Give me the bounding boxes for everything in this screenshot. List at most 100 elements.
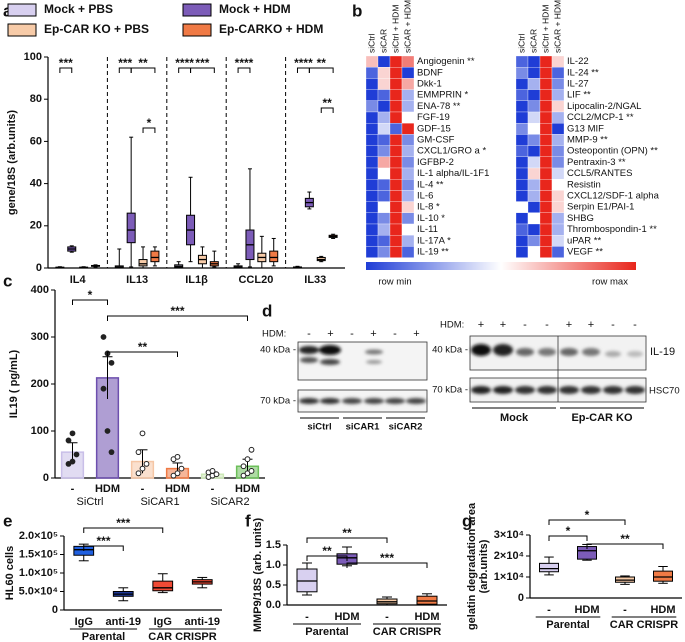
heatmap-cell: [527, 78, 541, 90]
row-label: IL-1 alpha/IL-1F1: [417, 168, 489, 179]
legend-swatch: [7, 3, 37, 17]
blot-hdm-label: HDM:: [440, 320, 464, 331]
significance-label: ****: [294, 56, 313, 70]
heatmap-cell: [377, 55, 391, 68]
data-point: [135, 449, 142, 456]
y-tick-label: 0.0: [266, 599, 281, 611]
heatmap-cell: [539, 156, 553, 169]
legend-label: row max: [592, 277, 628, 288]
heatmap-cell: [527, 111, 541, 124]
heatmap-cell: [401, 134, 415, 146]
data-point: [240, 463, 247, 470]
heatmap-cell: [539, 201, 553, 213]
row-label: IL-6: [417, 191, 433, 202]
group-label: CAR CRISPR: [148, 631, 217, 642]
row-label: CXCL1/GRO a *: [417, 146, 486, 157]
heatmap-cell: [539, 100, 553, 113]
y-tick-label: 80: [30, 93, 42, 105]
significance-bracket: [130, 67, 156, 73]
significance-label: ****: [175, 56, 194, 70]
heatmap-cell: [389, 100, 403, 113]
heatmap-cell: [551, 190, 565, 202]
significance-bracket: [72, 299, 108, 305]
heatmap-cell: [401, 55, 415, 68]
y-axis-title: gelatin degradation area: [466, 502, 478, 630]
significance-label: **: [342, 526, 352, 540]
row-label: IL-17A *: [417, 235, 451, 246]
heatmap-cell: [401, 111, 415, 124]
heatmap-cell: [401, 100, 415, 113]
heatmap-cell: [515, 78, 529, 90]
blot-group-label: siCAR1: [346, 422, 381, 433]
heatmap-cell: [527, 89, 541, 101]
box: [269, 250, 279, 263]
heatmap-cell: [539, 123, 553, 135]
y-tick-label: 300: [31, 331, 49, 343]
blot-hdm-sign: -: [611, 319, 615, 331]
heatmap-cell: [515, 111, 529, 124]
heatmap-cell: [539, 212, 553, 225]
y-tick-label: 1.0×10⁵: [19, 567, 58, 579]
significance-label: ***: [170, 304, 184, 318]
heatmap-cell: [401, 145, 415, 157]
heatmap-cell: [401, 123, 415, 135]
heatmap-cell: [539, 89, 553, 101]
row-label: CCL2/MCP-1 **: [567, 112, 634, 123]
group-label: Parental: [546, 619, 589, 631]
heatmap-cell: [389, 89, 403, 101]
group-label: SiCAR2: [210, 496, 249, 508]
y-tick-label: 0: [36, 262, 42, 274]
y-axis-title: HL60 cells: [4, 546, 16, 600]
y-tick-label: 200: [31, 378, 49, 390]
x-tick-label: IgG: [154, 616, 172, 628]
blot-hdm-sign: -: [523, 319, 527, 331]
heatmap-cell: [551, 246, 565, 258]
significance-label: *: [585, 508, 590, 522]
column-label: siCAR: [528, 29, 538, 53]
heatmap-cell: [551, 100, 565, 113]
y-tick-label: 0.5: [266, 579, 281, 591]
heatmap-cell: [515, 100, 529, 113]
heatmap-cell: [389, 134, 403, 146]
heatmap-cell: [539, 134, 553, 146]
y-axis-title: gene/18S (arb.units): [6, 110, 18, 215]
heatmap-cell: [527, 134, 541, 146]
legend-swatch: [182, 3, 212, 17]
significance-label: *: [147, 116, 152, 130]
heatmap-cell: [401, 246, 415, 258]
significance-bracket: [237, 67, 251, 73]
row-label: IL-8 *: [417, 202, 440, 213]
row-label: G13 MIF: [567, 123, 604, 134]
y-tick-label: 0: [518, 592, 524, 604]
y-tick-label: 2.0×10⁵: [19, 530, 58, 542]
row-label: GM-CSF: [417, 135, 455, 146]
heatmap-cell: [389, 212, 403, 225]
blot-group-label: Mock: [500, 412, 529, 424]
row-label: IL-11: [417, 224, 438, 235]
heatmap-cell: [377, 179, 391, 191]
significance-bracket: [107, 315, 248, 321]
heatmap-cell: [515, 156, 529, 169]
significance-label: **: [317, 56, 327, 70]
heatmap-cell: [551, 78, 565, 90]
heatmap-cell: [551, 134, 565, 146]
heatmap-cell: [377, 123, 391, 135]
heatmap-cell: [539, 235, 553, 247]
row-label: EMMPRIN *: [417, 90, 469, 101]
group-label: CAR CRISPR: [373, 626, 442, 638]
legend-label: row min: [378, 277, 411, 288]
heatmap-cell: [527, 246, 541, 258]
blot-hdm-label: HDM:: [262, 329, 286, 340]
heatmap-cell: [527, 145, 541, 157]
heatmap-cell: [527, 201, 541, 213]
heatmap-cell: [389, 111, 403, 124]
heatmap-cell: [377, 100, 391, 113]
blot-hdm-sign: +: [478, 319, 484, 331]
significance-bracket: [548, 535, 588, 541]
heatmap-cell: [539, 55, 553, 68]
heatmap-cell: [377, 223, 391, 236]
box: [416, 595, 438, 605]
heatmap-cell: [551, 123, 565, 135]
panel-label: b: [352, 1, 362, 20]
x-tick-label: -: [211, 483, 215, 495]
